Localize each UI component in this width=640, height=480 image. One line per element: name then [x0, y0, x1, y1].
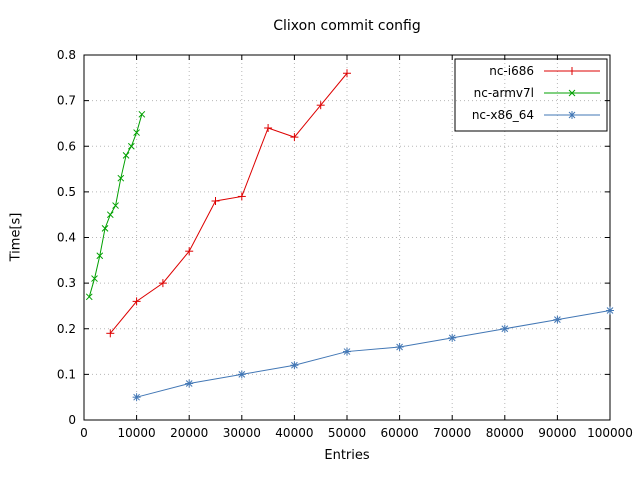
series-marker-nc-armv7l: [91, 275, 98, 282]
x-tick-label: 70000: [433, 426, 471, 440]
legend-label-nc-armv7l: nc-armv7l: [474, 86, 534, 100]
y-tick-label: 0.7: [57, 94, 76, 108]
series-marker-nc-x86_64: [501, 325, 509, 333]
series-marker-nc-armv7l: [138, 110, 146, 118]
x-tick-label: 10000: [118, 426, 156, 440]
series-marker-nc-x86_64: [554, 316, 561, 323]
y-tick-label: 0.8: [57, 48, 76, 62]
x-tick-label: 80000: [486, 426, 524, 440]
series-marker-nc-x86_64: [343, 348, 351, 355]
y-tick-label: 0: [68, 413, 76, 427]
legend-marker-nc-armv7l: [568, 89, 576, 97]
series-marker-nc-x86_64: [238, 371, 246, 378]
x-tick-label: 0: [80, 426, 88, 440]
series-marker-nc-armv7l: [106, 211, 114, 219]
legend-marker-nc-x86_64: [568, 111, 576, 119]
y-tick-label: 0.2: [57, 322, 76, 336]
y-axis-label: Time[s]: [8, 212, 24, 262]
series-marker-nc-x86_64: [291, 361, 298, 369]
series-marker-nc-x86_64: [185, 380, 193, 387]
y-tick-label: 0.1: [57, 367, 76, 381]
series-marker-nc-armv7l: [101, 225, 109, 232]
series-marker-nc-x86_64: [396, 343, 403, 351]
x-tick-label: 50000: [328, 426, 366, 440]
series-marker-nc-x86_64: [606, 307, 614, 314]
legend-label-nc-x86_64: nc-x86_64: [472, 108, 534, 122]
series-marker-nc-x86_64: [448, 334, 456, 342]
y-tick-label: 0.4: [57, 231, 76, 245]
series-marker-nc-armv7l: [112, 202, 119, 209]
x-tick-label: 30000: [223, 426, 261, 440]
x-tick-label: 100000: [587, 426, 633, 440]
chart-title: Clixon commit config: [273, 18, 421, 34]
series-marker-nc-armv7l: [127, 142, 135, 150]
y-tick-label: 0.6: [57, 139, 76, 153]
x-tick-label: 60000: [381, 426, 419, 440]
series-marker-nc-armv7l: [133, 129, 140, 136]
x-tick-label: 90000: [538, 426, 576, 440]
x-tick-label: 20000: [170, 426, 208, 440]
legend-box: [454, 58, 608, 132]
series-line-nc-i686: [109, 72, 348, 334]
series-marker-nc-armv7l: [117, 174, 125, 182]
series-marker-nc-armv7l: [85, 293, 93, 301]
series-marker-nc-armv7l: [122, 152, 130, 159]
legend-label-nc-i686: nc-i686: [489, 64, 534, 78]
y-tick-label: 0.3: [57, 276, 76, 290]
x-axis-label: Entries: [324, 448, 370, 463]
y-tick-label: 0.5: [57, 185, 76, 199]
series-line-nc-x86_64: [136, 310, 611, 398]
x-tick-label: 40000: [275, 426, 313, 440]
series-marker-nc-x86_64: [133, 393, 140, 401]
series-marker-nc-armv7l: [96, 252, 104, 260]
